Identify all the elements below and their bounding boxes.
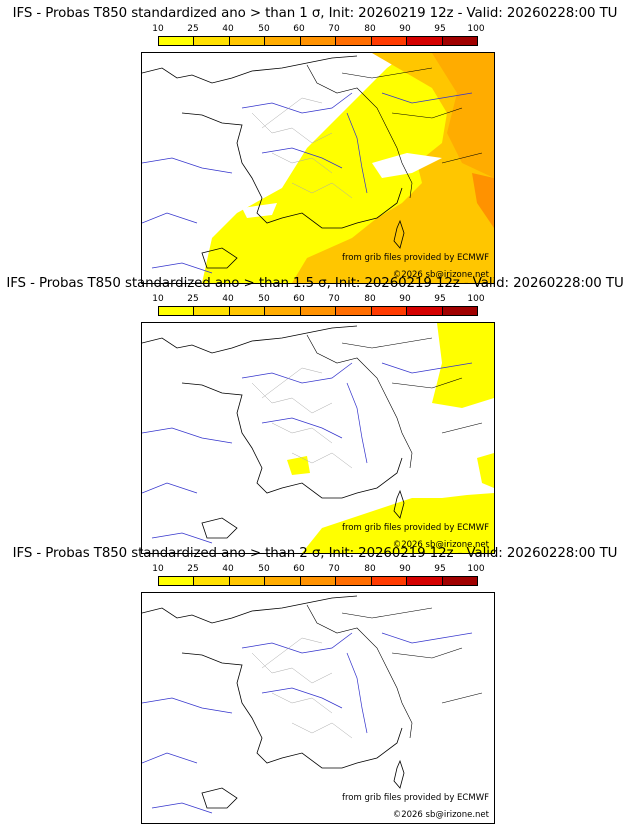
scale-swatch (229, 577, 266, 585)
scale-label: 70 (328, 564, 340, 574)
scale-label: 10 (152, 294, 164, 304)
scale-swatch (336, 37, 372, 45)
scale-label: 25 (187, 294, 199, 304)
scale-label: 40 (222, 24, 234, 34)
department-borders (251, 367, 353, 469)
pyrenees-gap (242, 203, 277, 218)
scale-label: 60 (293, 564, 305, 574)
color-scale-labels: 10 25 40 50 60 70 80 90 95 100 (140, 294, 500, 306)
scale-swatch (442, 37, 477, 45)
color-scale-labels: 10 25 40 50 60 70 80 90 95 100 (140, 564, 500, 576)
color-scale-labels: 10 25 40 50 60 70 80 90 95 100 (140, 24, 500, 36)
scale-swatch (159, 307, 195, 315)
scale-swatch (265, 577, 301, 585)
color-scale-bar (158, 306, 478, 316)
country-borders (306, 334, 483, 469)
department-borders (251, 637, 353, 739)
scale-swatch (265, 37, 301, 45)
prob-area-50-60 (472, 173, 494, 228)
copyright-credit: ©2026 sb@irizone.net (392, 270, 489, 280)
department-borders (251, 97, 353, 199)
scale-swatch (194, 37, 230, 45)
scale-label: 100 (467, 294, 485, 304)
source-credit: from grib files provided by ECMWF (342, 253, 489, 263)
scale-label: 100 (467, 564, 485, 574)
scale-label: 10 (152, 564, 164, 574)
scale-swatch (407, 577, 443, 585)
probability-map: from grib files provided by ECMWF ©2026 … (141, 592, 495, 824)
scale-label: 60 (293, 294, 305, 304)
scale-swatch (229, 307, 266, 315)
coastline (142, 55, 405, 269)
scale-label: 10 (152, 24, 164, 34)
scale-label: 90 (399, 564, 411, 574)
probability-map: from grib files provided by ECMWF ©2026 … (141, 52, 495, 284)
country-borders (306, 604, 483, 739)
scale-swatch (336, 307, 372, 315)
prob-area-10-25 (432, 323, 494, 408)
panel-title: IFS - Probas T850 standardized ano > tha… (6, 276, 624, 291)
scale-label: 80 (364, 24, 376, 34)
scale-swatch (194, 307, 230, 315)
rivers (142, 362, 473, 544)
coastline (142, 325, 405, 539)
color-scale-bar (158, 576, 478, 586)
scale-label: 80 (364, 564, 376, 574)
scale-label: 90 (399, 294, 411, 304)
scale-swatch (442, 577, 477, 585)
scale-label: 40 (222, 294, 234, 304)
alps-gap (372, 153, 442, 178)
scale-swatch (159, 577, 195, 585)
scale-label: 25 (187, 564, 199, 574)
scale-label: 50 (258, 294, 270, 304)
scale-label: 95 (434, 564, 446, 574)
probability-map: from grib files provided by ECMWF ©2026 … (141, 322, 495, 554)
scale-swatch (407, 307, 443, 315)
scale-label: 70 (328, 294, 340, 304)
scale-label: 60 (293, 24, 305, 34)
scale-label: 95 (434, 24, 446, 34)
scale-swatch (159, 37, 195, 45)
scale-label: 50 (258, 24, 270, 34)
scale-label: 95 (434, 294, 446, 304)
color-scale-bar (158, 36, 478, 46)
scale-swatch (407, 37, 443, 45)
source-credit: from grib files provided by ECMWF (342, 523, 489, 533)
scale-swatch (371, 307, 408, 315)
scale-label: 40 (222, 564, 234, 574)
prob-area-10-25 (477, 453, 494, 488)
coastline (142, 595, 405, 809)
scale-label: 70 (328, 24, 340, 34)
rivers (142, 92, 473, 274)
scale-swatch (194, 577, 230, 585)
scale-swatch (371, 577, 408, 585)
copyright-credit: ©2026 sb@irizone.net (392, 810, 489, 820)
source-credit: from grib files provided by ECMWF (342, 793, 489, 803)
scale-label: 90 (399, 24, 411, 34)
scale-swatch (300, 577, 337, 585)
prob-area-25-40 (292, 53, 494, 283)
prob-area-10-25 (287, 456, 310, 475)
country-borders (306, 64, 483, 199)
rivers (142, 632, 473, 814)
panel-title: IFS - Probas T850 standardized ano > tha… (12, 546, 618, 561)
panel-title: IFS - Probas T850 standardized ano > tha… (12, 6, 618, 21)
scale-swatch (265, 307, 301, 315)
prob-area-10-25 (302, 493, 494, 553)
copyright-credit: ©2026 sb@irizone.net (392, 540, 489, 550)
scale-swatch (300, 37, 337, 45)
scale-label: 50 (258, 564, 270, 574)
scale-label: 100 (467, 24, 485, 34)
prob-area-40-50 (432, 53, 494, 178)
scale-swatch (442, 307, 477, 315)
scale-swatch (371, 37, 408, 45)
scale-swatch (229, 37, 266, 45)
scale-swatch (300, 307, 337, 315)
scale-swatch (336, 577, 372, 585)
scale-label: 25 (187, 24, 199, 34)
scale-label: 80 (364, 294, 376, 304)
